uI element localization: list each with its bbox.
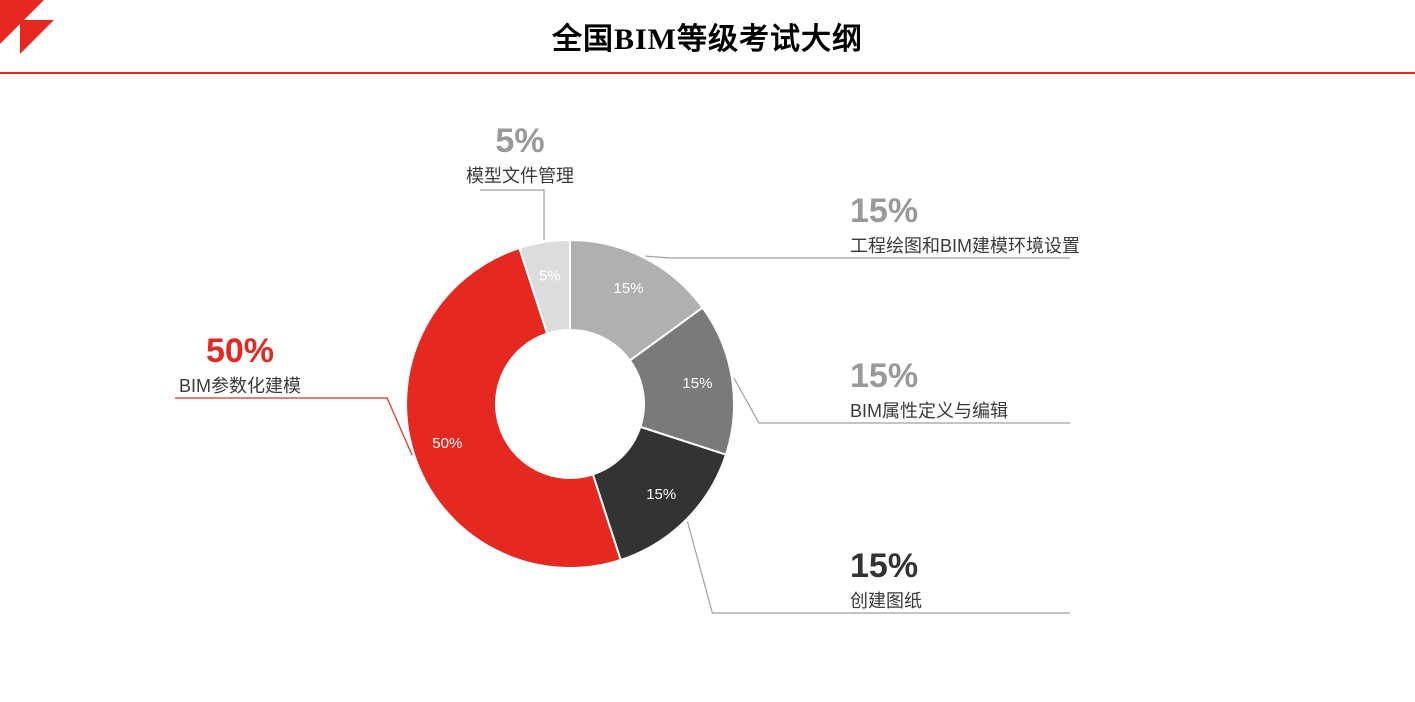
leader-line bbox=[175, 398, 412, 455]
callout-label: 模型文件管理 bbox=[466, 166, 574, 186]
slice-inner-label: 5% bbox=[539, 268, 561, 285]
header-divider bbox=[0, 72, 1415, 74]
callout-label: 工程绘图和BIM建模环境设置 bbox=[850, 236, 1080, 256]
slice-inner-label: 15% bbox=[646, 486, 676, 503]
header: 全国BIM等级考试大纲 bbox=[0, 0, 1415, 58]
donut-hole bbox=[496, 330, 644, 478]
callout-label: BIM属性定义与编辑 bbox=[850, 401, 1008, 421]
slice-inner-label: 15% bbox=[682, 375, 712, 392]
callout-label: BIM参数化建模 bbox=[179, 376, 301, 396]
callout-percent: 15% bbox=[850, 547, 918, 585]
callout-percent: 15% bbox=[850, 192, 918, 230]
leader-line bbox=[480, 190, 544, 240]
donut-chart: 5% 5% 模型文件管理 15% 15% 工程绘图和BIM建模环境设置 15% 15% BIM属… bbox=[0, 82, 1415, 702]
slice-inner-label: 50% bbox=[432, 435, 462, 452]
leader-line bbox=[645, 256, 1070, 258]
callout-percent: 15% bbox=[850, 357, 918, 395]
callout-percent: 5% bbox=[495, 122, 544, 160]
callout-label: 创建图纸 bbox=[850, 591, 922, 611]
logo-arrow-icon bbox=[0, 0, 60, 60]
slice-inner-label: 15% bbox=[614, 280, 644, 297]
page-title: 全国BIM等级考试大纲 bbox=[0, 14, 1415, 58]
callout-percent: 50% bbox=[206, 332, 274, 370]
